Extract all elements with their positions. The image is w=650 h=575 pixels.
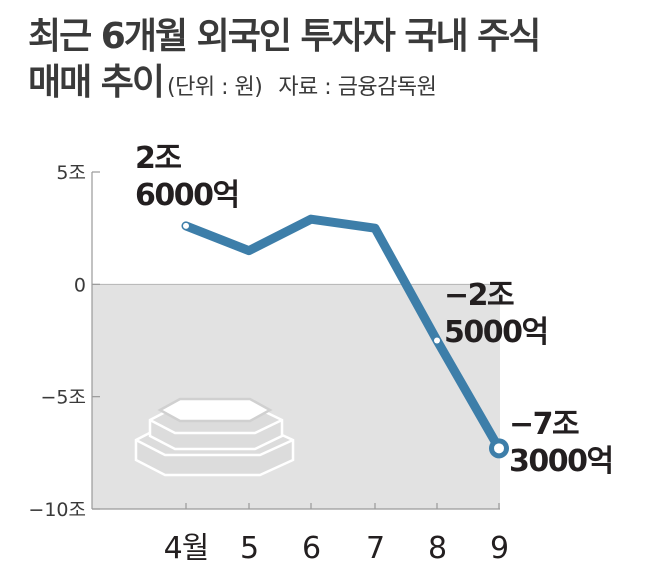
title-line-2-text: 매매 추이 — [28, 62, 165, 103]
title-line-2: 매매 추이 (단위 : 원) 자료 : 금융감독원 — [28, 60, 539, 111]
data-label: −2조 — [444, 278, 514, 313]
y-tick-label: −5조 — [41, 387, 87, 409]
y-tick-label: 0 — [74, 274, 86, 296]
chart-title: 최근 6개월 외국인 투자자 국내 주식 매매 추이 (단위 : 원) 자료 : 금… — [28, 14, 541, 111]
series-line — [181, 214, 504, 453]
x-tick-label: 4월 — [164, 531, 209, 566]
data-point — [183, 222, 189, 229]
y-tick-label: −10조 — [28, 499, 86, 521]
title-line-1: 최근 6개월 외국인 투자자 국내 주식 — [28, 16, 541, 57]
unit-note: (단위 : 원) — [167, 75, 263, 100]
data-point — [434, 337, 440, 344]
x-tick-label: 9 — [490, 531, 508, 566]
x-tick-label: 6 — [302, 531, 320, 566]
data-point-end-inner — [494, 443, 504, 454]
y-tick-label: 5조 — [56, 162, 86, 184]
data-label: 3000억 — [509, 444, 613, 479]
data-label: 5000억 — [444, 315, 548, 350]
data-label: −7조 — [509, 407, 579, 442]
source-note: 자료 : 금융감독원 — [278, 75, 437, 100]
data-label: 2조 — [135, 141, 181, 176]
series-group — [181, 214, 509, 459]
stacked-coins-icon — [134, 397, 295, 477]
data-label: 6000억 — [135, 178, 239, 213]
negative-region — [92, 284, 500, 509]
x-tick-label: 7 — [366, 531, 384, 566]
x-tick-label: 5 — [240, 531, 258, 566]
axes: 5조 0 −5조 −10조 4월 5 6 7 8 9 — [28, 162, 509, 566]
x-tick-label: 8 — [428, 531, 446, 566]
